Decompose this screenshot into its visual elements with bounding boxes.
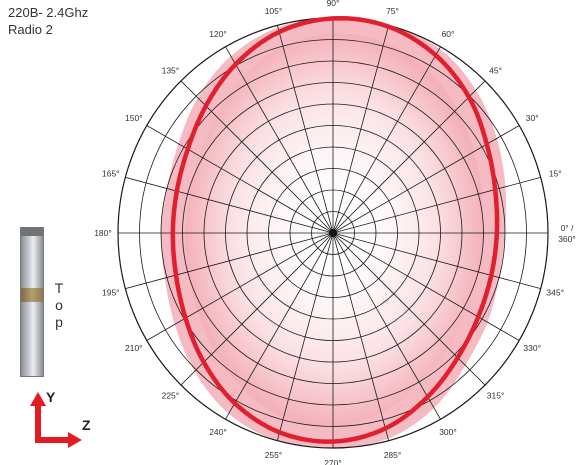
top-letter-o: o	[55, 297, 63, 313]
y-axis-label: Y	[46, 389, 56, 405]
grid-spoke	[125, 176, 334, 234]
y-arrow-head	[30, 392, 46, 406]
device-band	[21, 288, 43, 302]
grid-spoke	[332, 232, 520, 341]
grid-spoke	[180, 232, 334, 386]
tick-label: 15°	[549, 169, 562, 179]
angle-tick-labels: 0° /360° 15° 30° 45° 60° 75° 90° 105° 120° 135° 15…	[94, 0, 576, 465]
polar-grid	[117, 17, 549, 449]
grid-spoke	[125, 232, 334, 290]
center-dot	[329, 229, 337, 237]
tick-label: 315°	[487, 391, 505, 401]
tick-label: 135°	[162, 65, 180, 75]
grid-spoke	[332, 46, 441, 234]
grid-spoke	[332, 176, 541, 234]
tick-label: 195°	[102, 288, 120, 298]
tick-label: 105°	[265, 6, 283, 16]
grid-spoke	[332, 80, 486, 234]
grid-spoke	[332, 232, 541, 290]
tick-label: 0° /	[561, 223, 574, 233]
tick-label: 45°	[489, 65, 502, 75]
tick-label: 75°	[386, 6, 399, 16]
device-cap	[21, 228, 43, 236]
tick-label: 270°	[324, 458, 342, 465]
tick-label: 345°	[546, 288, 564, 298]
device-photo-image	[20, 227, 44, 377]
tick-label: 60°	[442, 29, 455, 39]
z-axis-label: Z	[82, 417, 91, 433]
tick-label: 180°	[94, 228, 112, 238]
grid-spoke	[332, 232, 390, 441]
tick-label: 210°	[125, 343, 143, 353]
grid-spoke	[146, 232, 334, 341]
grid-spoke	[276, 232, 334, 441]
pattern-series	[170, 16, 500, 444]
grid-spoke	[332, 25, 390, 234]
tick-label: 165°	[102, 169, 120, 179]
grid-spoke	[276, 25, 334, 234]
grid-spoke	[332, 232, 441, 420]
chart-title-block: 220B- 2.4Ghz Radio 2	[8, 4, 88, 38]
z-arrow-head	[68, 432, 82, 448]
tick-label: 300°	[439, 427, 457, 437]
pattern-line	[170, 16, 500, 444]
grid-spoke	[225, 232, 334, 420]
tick-label: 225°	[162, 391, 180, 401]
tick-label: 30°	[526, 113, 539, 123]
grid-spoke	[225, 46, 334, 234]
tick-label: 255°	[265, 450, 283, 460]
grid-spoke	[332, 232, 486, 386]
tick-label: 285°	[384, 450, 402, 460]
chart-subtitle: Radio 2	[8, 22, 53, 37]
tick-label: 240°	[209, 427, 227, 437]
tick-label: 330°	[523, 343, 541, 353]
grid-spoke	[146, 125, 334, 234]
tick-label: 90°	[327, 0, 340, 8]
axis-orientation-icon: Y Z	[30, 389, 91, 448]
tick-label: 150°	[125, 113, 143, 123]
tick-label: 120°	[209, 29, 227, 39]
tick-label: 360°	[558, 234, 576, 244]
top-letter-t: T	[54, 280, 64, 296]
chart-title: 220B- 2.4Ghz	[8, 5, 89, 20]
top-orientation-label: T o p	[52, 280, 66, 331]
top-letter-p: p	[55, 314, 63, 330]
